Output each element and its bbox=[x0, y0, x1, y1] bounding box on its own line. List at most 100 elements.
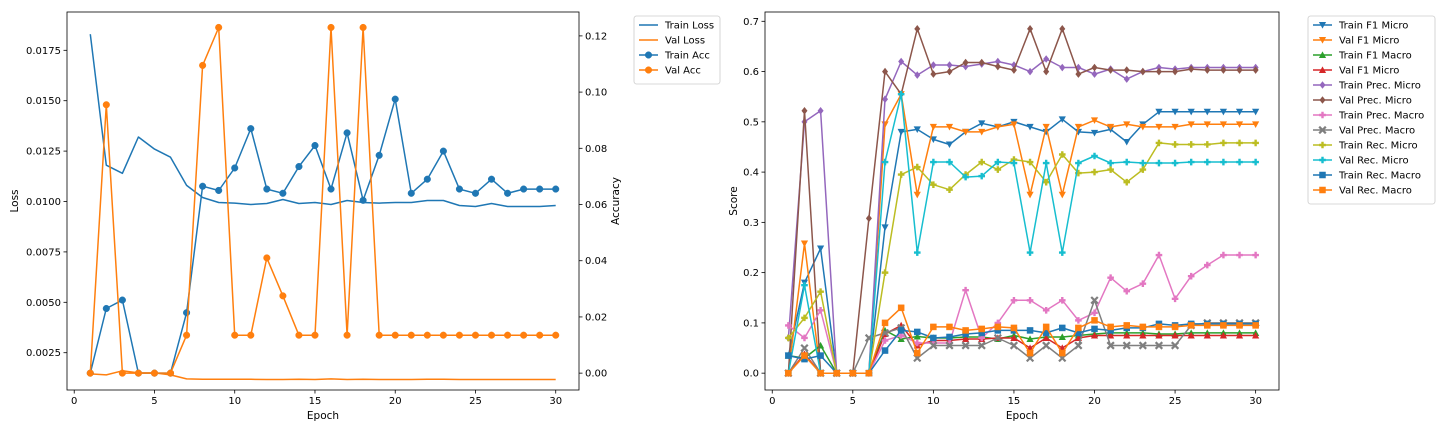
data-point bbox=[1252, 121, 1260, 128]
data-point bbox=[801, 334, 808, 342]
legend-entry: Train Prec. Micro bbox=[1313, 81, 1421, 92]
legend-label: Val F1 Micro bbox=[1339, 66, 1399, 77]
data-point bbox=[327, 23, 335, 32]
series-val-acc bbox=[86, 23, 560, 377]
data-point bbox=[1043, 55, 1050, 63]
legend-entry: Val Prec. Micro bbox=[1313, 96, 1412, 107]
legend-box bbox=[633, 15, 721, 85]
data-point bbox=[946, 61, 953, 69]
data-point bbox=[1058, 191, 1066, 199]
data-point bbox=[1122, 341, 1131, 350]
data-point bbox=[504, 189, 512, 197]
data-point bbox=[102, 101, 110, 109]
data-point bbox=[1107, 166, 1114, 173]
series-line bbox=[89, 34, 556, 208]
data-point bbox=[1171, 123, 1179, 131]
data-point bbox=[1171, 323, 1179, 331]
data-point bbox=[1203, 331, 1211, 339]
data-point bbox=[1010, 66, 1017, 74]
data-point bbox=[1155, 108, 1163, 116]
data-point bbox=[1220, 158, 1227, 166]
data-point bbox=[1074, 128, 1082, 136]
data-point bbox=[801, 314, 808, 322]
legend-marker bbox=[644, 66, 653, 74]
legend: Train F1 Micro Val F1 Micro Train F1 Macro… bbox=[1307, 15, 1436, 205]
data-point bbox=[1139, 280, 1147, 287]
data-point bbox=[279, 292, 287, 300]
data-point bbox=[118, 369, 126, 377]
data-point bbox=[978, 120, 986, 127]
data-point bbox=[978, 172, 986, 180]
data-point bbox=[199, 182, 207, 190]
legend-marker bbox=[1318, 66, 1327, 73]
data-point bbox=[945, 141, 954, 149]
data-point bbox=[536, 185, 544, 193]
legend-label: Train Rec. Macro bbox=[1338, 171, 1421, 182]
data-point bbox=[1059, 25, 1066, 33]
x-tick-label: 10 bbox=[228, 396, 241, 407]
data-point bbox=[978, 158, 986, 166]
data-point bbox=[359, 23, 367, 32]
data-point bbox=[1123, 138, 1131, 146]
legend-label: Train F1 Macro bbox=[1338, 51, 1412, 62]
data-point bbox=[1042, 159, 1050, 167]
y-tick-label: 0.5 bbox=[743, 117, 759, 128]
data-point bbox=[1090, 296, 1099, 305]
data-point bbox=[1123, 158, 1131, 166]
data-point bbox=[994, 62, 1001, 71]
data-point bbox=[913, 126, 921, 133]
data-point bbox=[785, 322, 792, 329]
data-point bbox=[897, 304, 905, 312]
legend-entry: Val Acc bbox=[639, 66, 701, 77]
data-point bbox=[520, 331, 528, 339]
data-point bbox=[1027, 67, 1034, 76]
data-point bbox=[913, 191, 921, 199]
data-point bbox=[247, 331, 255, 339]
data-point bbox=[897, 128, 905, 136]
legend-label: Train Acc bbox=[664, 51, 710, 62]
data-point bbox=[86, 369, 94, 377]
y2-axis-label: Accuracy bbox=[610, 177, 622, 225]
data-point bbox=[215, 186, 223, 195]
data-point bbox=[913, 249, 921, 256]
data-point bbox=[247, 125, 255, 133]
data-point bbox=[1058, 151, 1066, 158]
data-point bbox=[929, 341, 938, 350]
data-point bbox=[1204, 66, 1211, 74]
y2-tick-label: 0.08 bbox=[585, 144, 607, 155]
legend-entry: Val Loss bbox=[639, 36, 705, 47]
data-point bbox=[881, 319, 889, 327]
data-point bbox=[375, 151, 383, 159]
data-point bbox=[231, 331, 239, 339]
data-point bbox=[1107, 66, 1114, 74]
data-point bbox=[993, 333, 1002, 343]
legend-entry: Train F1 Micro bbox=[1313, 21, 1408, 32]
data-point bbox=[897, 327, 905, 334]
legend-marker bbox=[1319, 96, 1326, 104]
data-point bbox=[375, 331, 383, 339]
data-point bbox=[263, 185, 271, 193]
data-point bbox=[1235, 121, 1244, 128]
legend-entry: Train F1 Macro bbox=[1313, 51, 1412, 62]
data-point bbox=[930, 323, 937, 331]
data-point bbox=[1026, 123, 1034, 131]
data-point bbox=[1187, 322, 1195, 329]
data-point bbox=[1091, 325, 1098, 333]
data-point bbox=[1107, 274, 1114, 281]
legend-label: Train Prec. Micro bbox=[1338, 81, 1421, 92]
data-point bbox=[1204, 158, 1211, 166]
data-point bbox=[1171, 159, 1179, 167]
data-point bbox=[1203, 108, 1211, 116]
data-point bbox=[1171, 108, 1179, 116]
data-point bbox=[166, 369, 175, 377]
data-point bbox=[1188, 65, 1195, 73]
data-point bbox=[504, 331, 512, 339]
series-train-prec-macro bbox=[785, 251, 1259, 377]
legend-label: Train Loss bbox=[664, 21, 714, 32]
data-point bbox=[118, 296, 126, 304]
data-point bbox=[1042, 178, 1050, 186]
data-point bbox=[183, 309, 191, 317]
data-point bbox=[977, 341, 986, 350]
y-tick-label: 0.0125 bbox=[26, 147, 61, 158]
y-tick-label: 0.4 bbox=[743, 168, 759, 179]
